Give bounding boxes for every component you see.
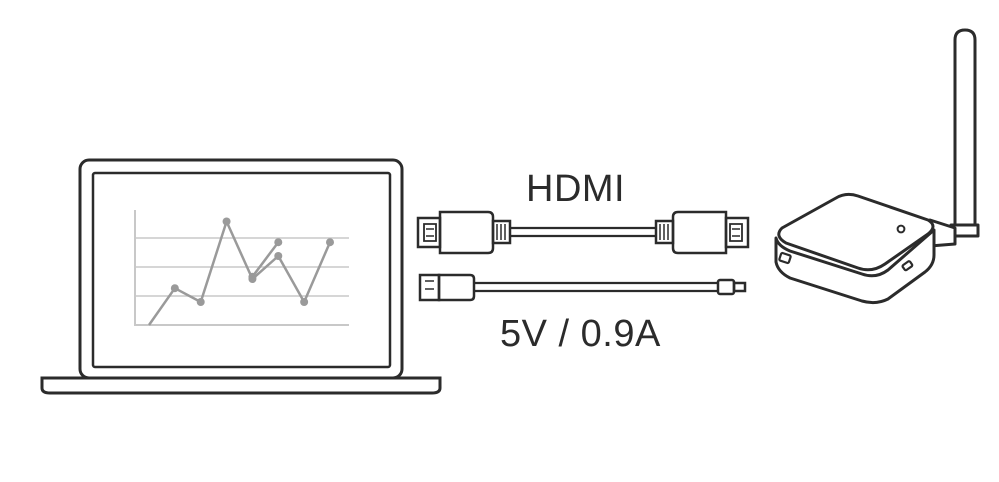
chart-point	[222, 217, 231, 226]
laptop-screen	[91, 171, 392, 369]
chart-series-line	[251, 241, 280, 278]
usb-a-plug-icon	[418, 273, 476, 302]
laptop-icon	[40, 158, 442, 395]
receiver-body-top	[777, 192, 935, 272]
chart-point	[274, 252, 283, 260]
status-light	[896, 224, 906, 234]
receiver-port-left	[778, 251, 792, 265]
screen-chart	[134, 210, 349, 326]
chart-point	[274, 238, 283, 247]
receiver-body-side	[774, 228, 936, 305]
usb-power-cable	[418, 273, 747, 302]
usb-cable-line	[474, 281, 718, 293]
chart-point	[300, 298, 309, 306]
hdmi-label: HDMI	[526, 168, 626, 210]
micro-usb-plug-icon	[716, 278, 747, 296]
laptop-base	[40, 376, 442, 395]
chart-point	[196, 298, 205, 306]
chart-axis	[134, 210, 349, 326]
laptop-lid	[78, 158, 404, 380]
chart-point	[326, 238, 334, 247]
hdmi-cable	[416, 210, 750, 255]
hdmi-cable-line	[510, 226, 656, 238]
wireless-display-receiver-icon	[774, 28, 980, 305]
chart-point	[248, 272, 257, 281]
antenna-icon	[928, 28, 980, 248]
hdmi-plug-icon	[654, 210, 750, 255]
power-spec-label: 5V / 0.9A	[500, 313, 661, 355]
chart-series-line	[147, 220, 332, 326]
chart-point	[170, 284, 179, 293]
receiver-port-right	[901, 260, 914, 272]
hdmi-plug-icon	[416, 210, 512, 255]
